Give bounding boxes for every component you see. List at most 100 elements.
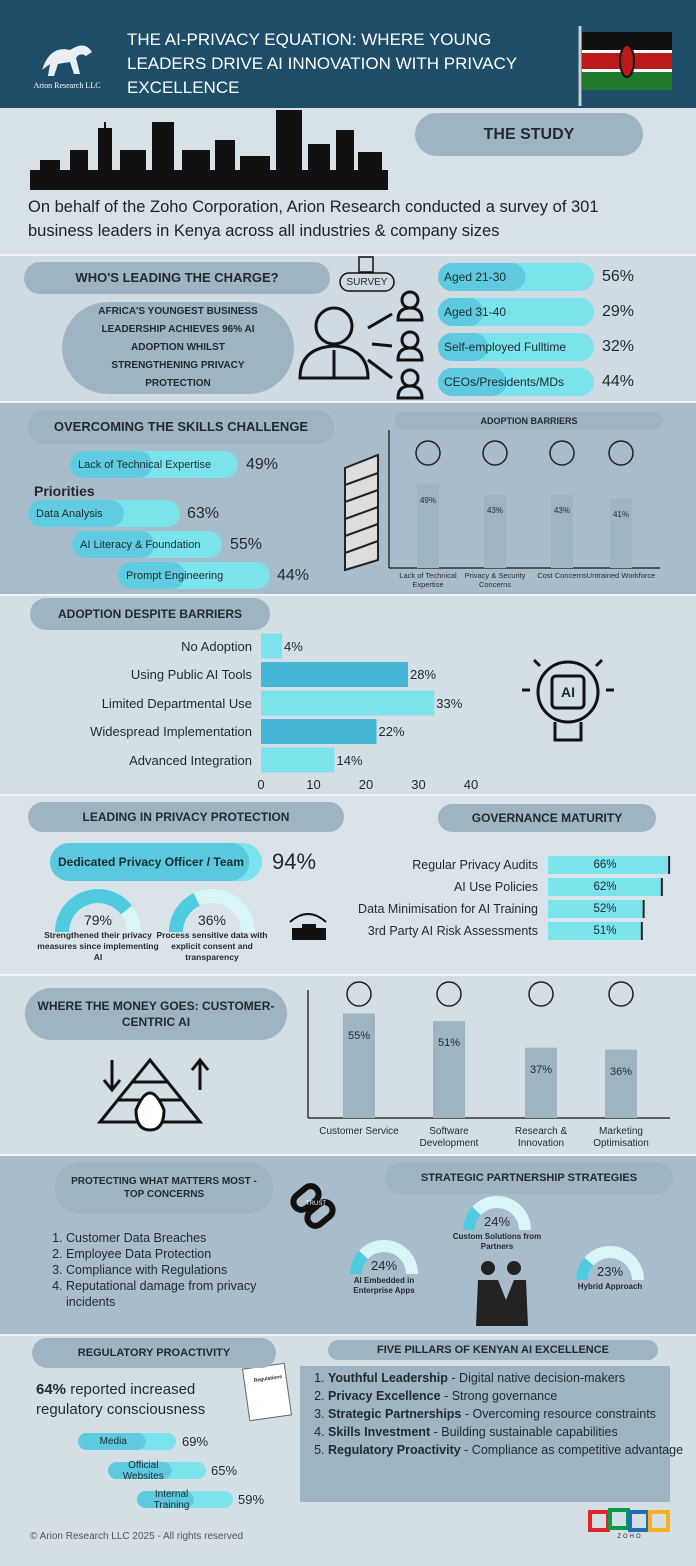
bulb-icon (522, 658, 614, 742)
pill (385, 1162, 673, 1194)
y-tick-label: AI Use Policies (453, 880, 538, 894)
icon-label: AI (561, 684, 575, 700)
study-text: On behalf of the Zoho Corporation, Arion… (28, 198, 599, 240)
value-label: 63% (187, 504, 220, 522)
value-label: 4% (284, 638, 303, 654)
x-tick-label: Research & Innovation (514, 1126, 568, 1149)
bar-label: AI Literacy & Foundation (80, 538, 201, 551)
pillar-lead: Regulatory Proactivity (328, 1443, 461, 1457)
bar (548, 900, 643, 918)
bar (438, 368, 507, 396)
bar (343, 1013, 375, 1118)
value-label: 43% (486, 506, 503, 516)
x-tick-label: Customer Service (319, 1126, 399, 1137)
pill (30, 598, 270, 630)
value-label: 29% (602, 303, 635, 320)
pillar-lead: Youthful Leadership (328, 1371, 448, 1385)
pill (415, 113, 643, 156)
value-label: 44% (602, 373, 635, 390)
bar-label: Internal Training (153, 1488, 190, 1511)
zoho-logo (588, 1508, 670, 1532)
bar (261, 719, 377, 744)
bar-label: Dedicated Privacy Officer / Team (58, 855, 244, 869)
value-label: 59% (238, 1492, 265, 1507)
x-tick-label: 20 (358, 776, 374, 792)
value-label: 44% (277, 566, 310, 584)
badge (339, 272, 395, 292)
bar (610, 498, 632, 568)
x-tick-label: Untrained Workforce (586, 571, 656, 580)
y-tick-label: Using Public AI Tools (130, 667, 252, 682)
bar (548, 878, 661, 896)
pill-label: THE STUDY (483, 125, 575, 143)
pill-label: LEADING IN PRIVACY PROTECTION (82, 809, 290, 824)
value-label: 66% (593, 859, 617, 871)
value-label: 56% (602, 268, 635, 285)
bar-label: Aged 21-30 (444, 270, 507, 284)
gauge-caption: Process sensitive data with explicit con… (156, 930, 268, 962)
bar-shadow (660, 878, 663, 896)
value-label: 49% (419, 496, 436, 506)
pill-label: GOVERNANCE MATURITY (471, 810, 623, 825)
pill-label: PROTECTING WHAT MATTERS MOST - TOP CONCE… (71, 1175, 257, 1201)
value-label: 52% (593, 903, 617, 915)
separators (0, 254, 696, 1336)
value-label: 28% (410, 667, 437, 682)
value-label: 32% (602, 338, 635, 355)
value-label: 51% (593, 925, 617, 937)
y-tick-label: Advanced Integration (129, 752, 252, 768)
value-label: 65% (211, 1463, 238, 1478)
concern: Reputational damage from privacy inciden… (66, 1278, 306, 1310)
gauge (169, 893, 201, 933)
bar (72, 531, 155, 558)
bar (261, 633, 282, 659)
flag (578, 26, 672, 106)
concern-list: Customer Data BreachesEmployee Data Prot… (48, 1230, 306, 1310)
x-tick-label: Marketing Optimisation (593, 1126, 649, 1149)
pillar-list: Youthful Leadership - Digital native dec… (310, 1369, 684, 1501)
lock-icon (289, 913, 327, 940)
value-label: 37% (529, 1063, 553, 1076)
handshake-icon (476, 1261, 528, 1326)
copyright: © Arion Research LLC 2025 - All rights r… (30, 1530, 244, 1542)
callout: AFRICA'S YOUNGEST BUSINESS LEADERSHIP AC… (98, 306, 258, 389)
x-tick-label: Lack of Technical Expertise (399, 571, 457, 589)
bar (525, 1047, 557, 1118)
pill-label: WHO'S LEADING THE CHARGE? (75, 270, 279, 286)
pillar-lead: Skills Investment (328, 1425, 431, 1439)
x-tick-label: 40 (463, 776, 479, 792)
pill-label: STRATEGIC PARTNERSHIP STRATEGIES (420, 1171, 638, 1184)
x-tick-label: 0 (257, 776, 265, 792)
category-icon (528, 981, 554, 1007)
bar-shadow (640, 922, 643, 940)
value-label: 49% (246, 455, 279, 473)
bar (50, 843, 250, 881)
bar-label: Aged 31-40 (444, 305, 507, 319)
value-label: 69% (182, 1434, 209, 1449)
y-tick-label: Data Minimisation for AI Training (358, 902, 538, 916)
pill (24, 262, 330, 294)
value-label: 51% (437, 1037, 461, 1050)
bar (438, 333, 488, 361)
bar (261, 662, 408, 687)
bar (137, 1491, 194, 1508)
value-label: 33% (436, 695, 463, 711)
gauge-caption: Strengthened their privacy measures sinc… (37, 930, 159, 962)
pillar-text: - Compliance as competitive advantage (464, 1443, 684, 1457)
bar-label: Data Analysis (36, 507, 103, 520)
y-tick-label: Widespread Implementation (90, 724, 252, 739)
value-label: 62% (593, 881, 617, 893)
x-tick-label: Cost Concerns (537, 571, 587, 580)
gauge-caption: AI Embedded in Enterprise Apps (353, 1276, 415, 1295)
pill (28, 802, 344, 832)
pill (28, 410, 334, 444)
category-icon (549, 440, 575, 466)
value-label: 55% (230, 535, 263, 553)
x-tick-label: 10 (306, 776, 321, 792)
bar-label: Prompt Engineering (126, 569, 224, 582)
value-label: 22% (378, 724, 405, 739)
bar-label: Official Websites (122, 1459, 164, 1482)
gauge-caption: Custom Solutions from Partners (452, 1232, 542, 1251)
stat-value: 64% (36, 1381, 67, 1398)
